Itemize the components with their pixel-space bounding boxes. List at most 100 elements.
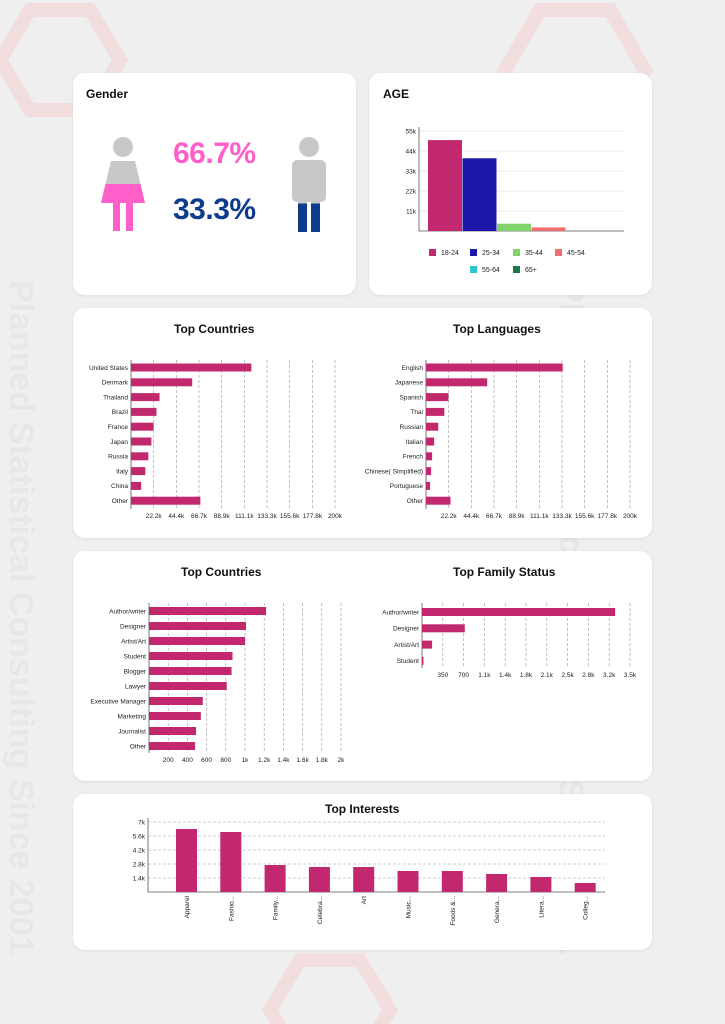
x-tick-label: 133.3k xyxy=(552,513,572,520)
legend-label: 45-54 xyxy=(567,250,585,257)
category-label: Spanish xyxy=(400,394,424,401)
countries-title: Top Countries xyxy=(174,322,255,336)
bar xyxy=(149,667,232,675)
x-tick-label: 200 xyxy=(163,757,174,764)
x-tick-label: 2k xyxy=(338,757,346,764)
category-label: Artist/Art xyxy=(394,642,419,649)
x-tick-label: 3.2k xyxy=(603,672,616,679)
bar xyxy=(422,624,465,633)
bar xyxy=(149,652,233,660)
svg-text:Planned Statistical Consulting: Planned Statistical Consulting Since 200… xyxy=(2,280,40,955)
x-tick-label: 1.8k xyxy=(316,757,329,764)
bar xyxy=(149,637,245,645)
occupations-chart: 200 400 600 800 1k 1.2k 1.4k 1.6k 1.8k 2k Author/w… xyxy=(90,603,346,764)
countries-chart: 22.2k 44.4k 66.7k 88.9k 111.1k 133.3k 155.6k 17… xyxy=(89,360,343,520)
legend-label: 65+ xyxy=(525,267,537,274)
legend-label: 55-64 xyxy=(482,267,500,274)
category-label: Artist/Art xyxy=(121,638,146,645)
bar xyxy=(422,640,433,649)
bar xyxy=(149,697,203,705)
category-label: Lawyer xyxy=(125,683,147,690)
legend-swatch xyxy=(470,266,477,273)
occupation-family-card: Top Countries Top Family Status 200 400 60… xyxy=(73,551,652,781)
bar xyxy=(428,140,462,231)
category-label: Executive Manager xyxy=(90,698,146,705)
bar xyxy=(486,874,508,892)
bar xyxy=(426,452,433,461)
bar xyxy=(149,682,227,690)
category-label: Blogger xyxy=(124,668,147,675)
y-tick-label: 4.2k xyxy=(133,847,146,854)
category-label: English xyxy=(402,365,424,372)
category-label: Celebra... xyxy=(317,896,324,924)
bar xyxy=(426,363,563,372)
bar xyxy=(131,393,160,402)
bar xyxy=(131,407,157,416)
x-tick-label: 88.9k xyxy=(509,513,526,520)
category-label: Genera... xyxy=(494,896,501,923)
bar xyxy=(131,363,252,372)
bar xyxy=(426,467,432,476)
bar xyxy=(264,865,286,892)
bar xyxy=(131,452,149,461)
male-percentage: 33.3% xyxy=(173,193,256,226)
x-tick-label: 155.6k xyxy=(280,513,300,520)
x-tick-label: 2.8k xyxy=(582,672,595,679)
interests-title: Top Interests xyxy=(325,802,400,816)
x-tick-label: 800 xyxy=(220,757,231,764)
y-tick-label: 5.6k xyxy=(133,833,146,840)
bar xyxy=(426,496,451,505)
x-tick-label: 2.5k xyxy=(561,672,574,679)
x-tick-label: 1k xyxy=(242,757,250,764)
age-chart: 55k 44k 33k 22k 11k 18-24 25-34 35-44 45-54 55-64… xyxy=(406,127,624,274)
bar xyxy=(426,481,431,490)
category-label: Marketing xyxy=(117,713,146,720)
interests-chart: 7k 5.6k 4.2k 2.8k 1.4k Apparel Fashio... Family… xyxy=(133,818,605,926)
legend-swatch xyxy=(470,249,477,256)
legend-swatch xyxy=(429,249,436,256)
category-label: Other xyxy=(112,498,129,505)
bar xyxy=(531,227,566,231)
bar xyxy=(441,871,463,892)
bar xyxy=(426,422,439,431)
occupations-title: Top Countries xyxy=(181,565,262,579)
bar xyxy=(353,867,375,892)
x-tick-label: 1.4k xyxy=(277,757,290,764)
x-tick-label: 1.1k xyxy=(478,672,491,679)
category-label: Student xyxy=(397,658,420,665)
x-tick-label: 350 xyxy=(437,672,448,679)
y-tick-label: 44k xyxy=(406,148,417,155)
y-tick-label: 33k xyxy=(406,168,417,175)
category-label: Japanese xyxy=(395,380,424,387)
family-chart: 350 700 1.1k 1.4k 1.8k 2.1k 2.5k 2.8k 3.2k 3.5k Au… xyxy=(382,603,637,679)
bar xyxy=(462,158,497,231)
x-tick-label: 111.1k xyxy=(530,513,549,520)
category-label: Apparel xyxy=(184,895,191,918)
family-title: Top Family Status xyxy=(453,565,556,579)
x-tick-label: 600 xyxy=(201,757,212,764)
bar xyxy=(149,712,201,720)
x-tick-label: 200k xyxy=(328,513,343,520)
x-tick-label: 44.4k xyxy=(168,513,185,520)
bar xyxy=(131,378,193,387)
legend-swatch xyxy=(513,266,520,273)
legend-label: 35-44 xyxy=(525,250,543,257)
category-label: Litera... xyxy=(538,896,545,918)
bar xyxy=(426,378,488,387)
category-label: Fashio... xyxy=(228,896,235,921)
category-label: Designer xyxy=(120,623,147,630)
category-label: Family... xyxy=(273,896,280,920)
y-tick-label: 22k xyxy=(406,188,417,195)
x-tick-label: 155.6k xyxy=(575,513,595,520)
bar xyxy=(131,422,154,431)
bar xyxy=(422,608,616,616)
x-tick-label: 111.1k xyxy=(235,513,254,520)
bar xyxy=(131,496,201,505)
x-tick-label: 200k xyxy=(623,513,638,520)
x-tick-label: 700 xyxy=(458,672,469,679)
bar xyxy=(426,407,445,416)
category-label: Japan xyxy=(110,439,128,446)
gender-title: Gender xyxy=(86,87,129,101)
x-tick-label: 133.3k xyxy=(257,513,277,520)
female-figure-icon xyxy=(101,137,145,231)
